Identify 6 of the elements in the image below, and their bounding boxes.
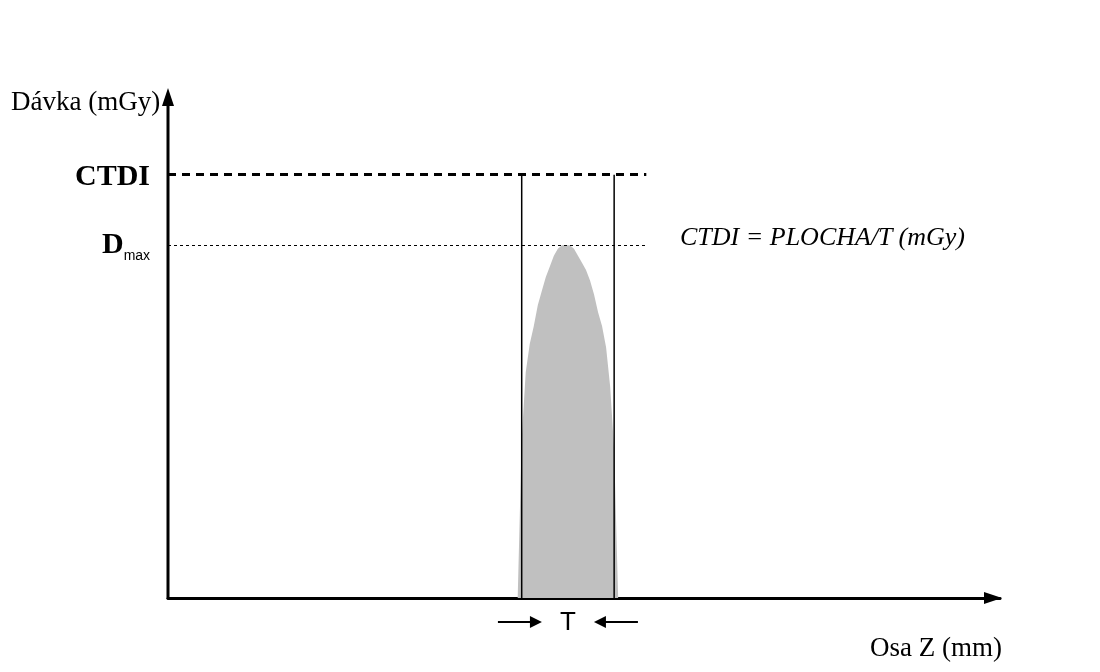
x-axis-title: Osa Z (mm)	[870, 632, 1002, 663]
y-axis-title: Dávka (mGy)	[11, 86, 161, 117]
ref-line-label: D$_{max}$	[102, 226, 151, 264]
ref-line-label: CTDI	[75, 157, 151, 191]
annotation: CTDI = PLOCHA/T (mGy)	[680, 222, 966, 252]
text: T	[559, 606, 576, 637]
